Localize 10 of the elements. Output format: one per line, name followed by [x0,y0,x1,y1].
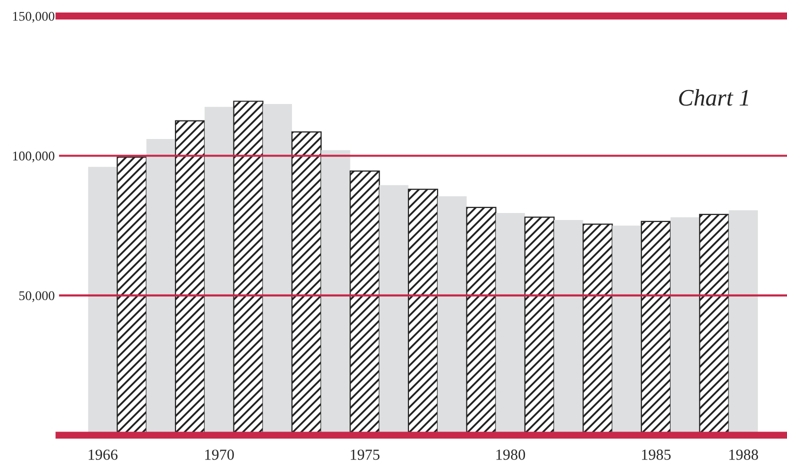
x-tick-label: 1975 [350,450,380,460]
x-tick-label: 1966 [88,450,118,460]
x-tick-label: 1988 [729,450,758,460]
y-tick-label: 100,000 [13,152,54,162]
y-tick-label: 50,000 [19,291,54,302]
x-tick-label: 1980 [496,450,526,460]
y-tick-label: 150,000 [13,12,54,23]
x-tick-label: 1985 [642,450,671,460]
text: Chart 1 [679,89,748,106]
x-tick-label: 1970 [205,450,234,460]
